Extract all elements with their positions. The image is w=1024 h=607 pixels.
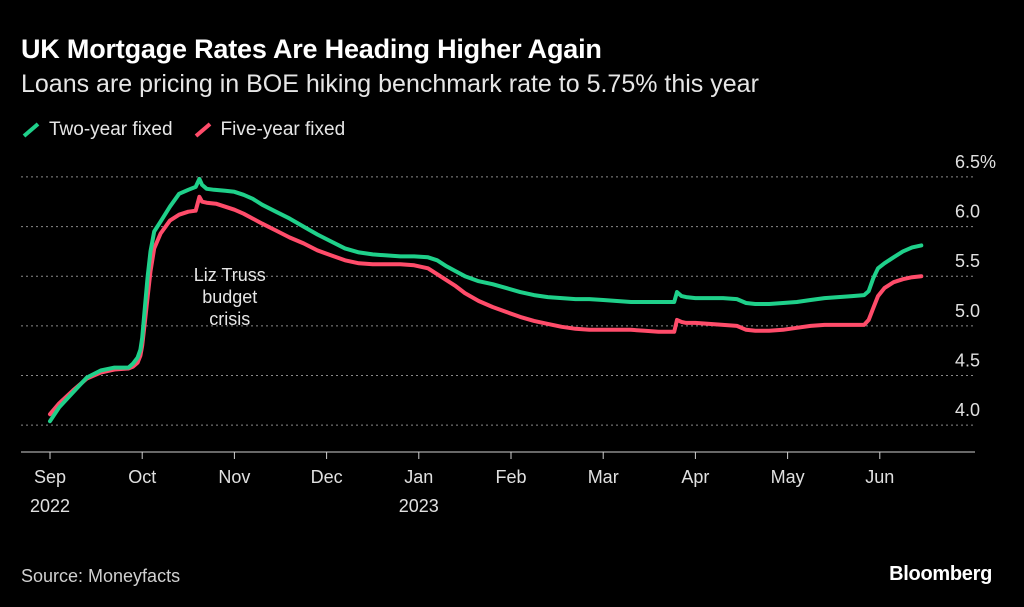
chart-subtitle: Loans are pricing in BOE hiking benchmar… bbox=[21, 70, 759, 98]
x-tick-label: Apr bbox=[681, 467, 709, 487]
legend-label-two-year: Two-year fixed bbox=[49, 119, 173, 140]
series-line-five-year bbox=[48, 194, 924, 417]
x-tick-label: Jun bbox=[865, 467, 894, 487]
x-tick-label: Oct bbox=[128, 467, 156, 487]
series-line-two-year bbox=[48, 176, 924, 424]
y-tick-label: 4.5 bbox=[955, 351, 980, 371]
y-axis-labels: 4.0 4.5 5.0 5.5 6.0 6.5% bbox=[955, 152, 996, 420]
legend-swatch-two-year bbox=[22, 122, 40, 138]
annotation-line: budget bbox=[202, 287, 257, 307]
annotation-line: crisis bbox=[209, 309, 250, 329]
y-tick-label: 6.5% bbox=[955, 152, 996, 172]
y-tick-label: 6.0 bbox=[955, 202, 980, 222]
series-lines bbox=[48, 176, 924, 424]
x-tick-year-label: 2022 bbox=[30, 496, 70, 516]
annotation-line: Liz Truss bbox=[194, 265, 266, 285]
x-tick-label: Jan bbox=[404, 467, 433, 487]
y-tick-label: 4.0 bbox=[955, 400, 980, 420]
chart-title: UK Mortgage Rates Are Heading Higher Aga… bbox=[21, 34, 602, 64]
legend-label-five-year: Five-year fixed bbox=[220, 119, 346, 140]
x-tick-label: Nov bbox=[218, 467, 250, 487]
x-tick-label: Feb bbox=[495, 467, 526, 487]
x-tick-label: Mar bbox=[588, 467, 619, 487]
x-tick-label: May bbox=[771, 467, 805, 487]
x-tick-year-label: 2023 bbox=[399, 496, 439, 516]
y-tick-label: 5.5 bbox=[955, 251, 980, 271]
source-note: Source: Moneyfacts bbox=[21, 566, 181, 586]
legend-swatch-five-year bbox=[194, 122, 211, 138]
x-tick-label: Dec bbox=[311, 467, 343, 487]
y-tick-label: 5.0 bbox=[955, 301, 980, 321]
legend: Two-year fixed Five-year fixed bbox=[21, 119, 365, 141]
legend-item-five-year: Five-year fixed bbox=[193, 119, 346, 141]
x-axis bbox=[21, 451, 975, 459]
legend-item-two-year: Two-year fixed bbox=[21, 119, 173, 141]
x-tick-label: Sep bbox=[34, 467, 66, 487]
bloomberg-logo: Bloomberg bbox=[889, 563, 992, 585]
x-axis-labels: Sep 2022 Oct Nov Dec Jan 2023 Feb Mar Apr May Jun bbox=[30, 467, 894, 516]
